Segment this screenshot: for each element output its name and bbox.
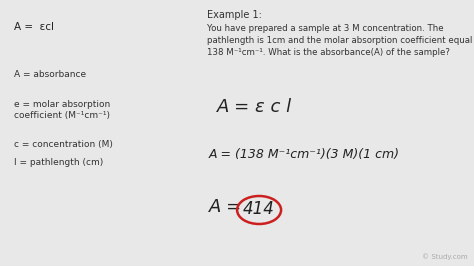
Text: 414: 414 bbox=[243, 200, 275, 218]
Text: e = molar absorption
coefficient (M⁻¹cm⁻¹): e = molar absorption coefficient (M⁻¹cm⁻… bbox=[14, 100, 110, 120]
Text: You have prepared a sample at 3 M concentration. The
pathlength is 1cm and the m: You have prepared a sample at 3 M concen… bbox=[207, 24, 474, 57]
Text: A =  εcl: A = εcl bbox=[14, 22, 54, 32]
Text: A = ε c l: A = ε c l bbox=[217, 98, 292, 116]
Text: A = absorbance: A = absorbance bbox=[14, 70, 86, 79]
Text: Example 1:: Example 1: bbox=[207, 10, 262, 20]
Text: A = (138 M⁻¹cm⁻¹)(3 M)(1 cm): A = (138 M⁻¹cm⁻¹)(3 M)(1 cm) bbox=[209, 148, 400, 161]
Text: c = concentration (M): c = concentration (M) bbox=[14, 140, 113, 149]
Text: l = pathlength (cm): l = pathlength (cm) bbox=[14, 158, 103, 167]
Text: A =: A = bbox=[209, 198, 248, 216]
Text: © Study.com: © Study.com bbox=[422, 253, 468, 260]
